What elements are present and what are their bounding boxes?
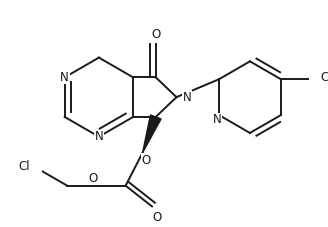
Text: O: O [151, 28, 160, 42]
Text: Cl: Cl [320, 71, 328, 84]
Text: O: O [152, 211, 161, 224]
Text: N: N [183, 91, 192, 104]
Text: N: N [60, 71, 69, 84]
Text: Cl: Cl [18, 160, 30, 173]
Polygon shape [143, 115, 161, 153]
Text: N: N [213, 113, 221, 126]
Text: O: O [88, 172, 97, 185]
Text: N: N [94, 130, 103, 143]
Text: O: O [142, 154, 151, 167]
